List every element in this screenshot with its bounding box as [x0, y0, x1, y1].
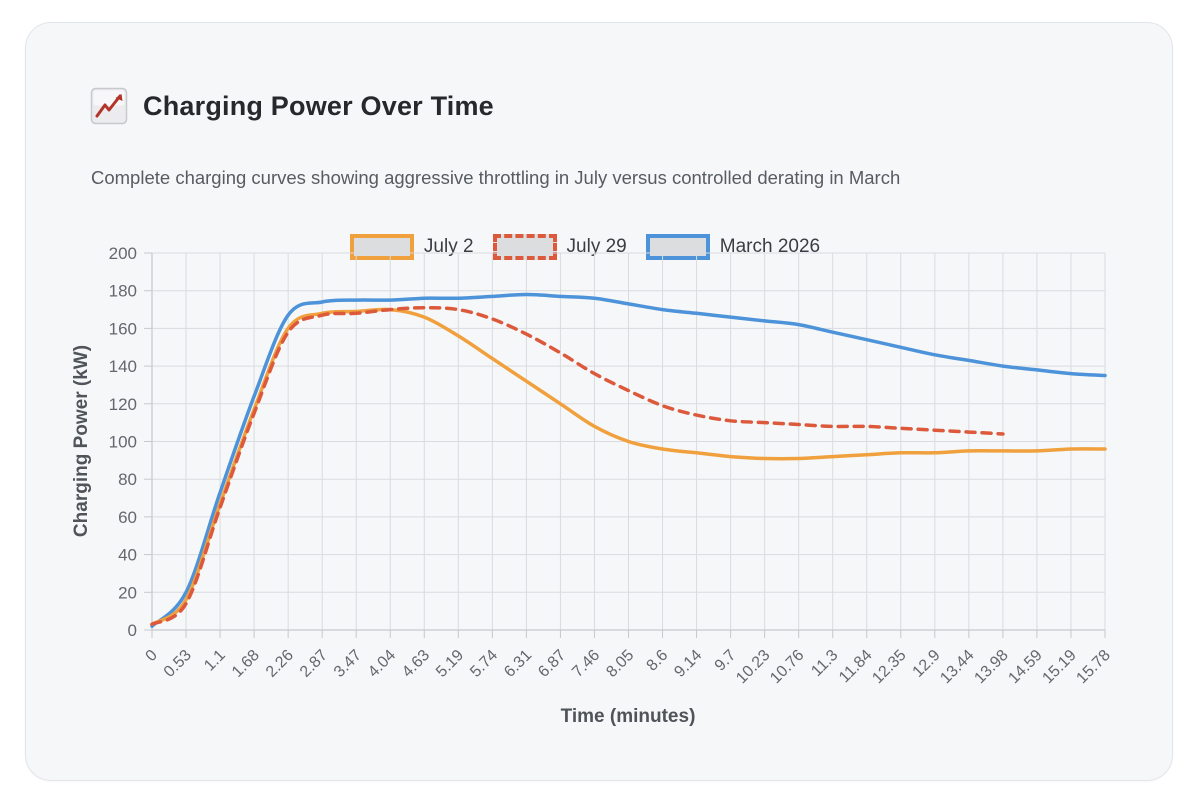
legend-item-july-2[interactable]: July 2 — [349, 234, 474, 260]
x-tick-label: 12.35 — [869, 647, 909, 687]
x-tick-label: 9.7 — [712, 647, 740, 675]
y-tick-label: 180 — [109, 282, 137, 301]
page-title: Charging Power Over Time — [143, 90, 494, 121]
legend-item-march-2026[interactable]: March 2026 — [645, 234, 821, 260]
x-tick-label: 6.87 — [535, 647, 569, 681]
y-tick-label: 20 — [118, 583, 137, 602]
y-tick-label: 200 — [109, 244, 137, 263]
x-tick-label: 4.63 — [399, 647, 433, 681]
x-tick-label: 10.76 — [767, 647, 807, 687]
x-tick-label: 8.6 — [644, 647, 672, 675]
x-tick-label: 5.19 — [433, 647, 467, 681]
legend-label: July 29 — [566, 236, 627, 257]
y-tick-label: 40 — [118, 546, 137, 565]
x-tick-label: 8.05 — [603, 647, 637, 681]
legend-swatch — [492, 234, 557, 260]
series-line-july-2[interactable] — [150, 307, 1107, 627]
series-line-march-2026[interactable] — [150, 292, 1107, 628]
y-axis-title: Charging Power (kW) — [71, 345, 92, 537]
x-tick-label: 1.1 — [201, 647, 229, 675]
x-tick-label: 10.23 — [733, 647, 773, 687]
x-tick-label: 0 — [143, 647, 161, 665]
chart-legend: July 2 July 29 March 2026 — [26, 234, 1144, 260]
card-header: Charging Power Over Time — [90, 87, 494, 125]
legend-swatch — [349, 234, 414, 260]
y-tick-label: 160 — [109, 319, 137, 338]
chart-subtitle: Complete charging curves showing aggress… — [91, 167, 901, 188]
x-tick-label: 9.14 — [671, 647, 705, 681]
x-tick-label: 13.44 — [937, 647, 977, 687]
x-tick-label: 3.47 — [331, 647, 365, 681]
x-tick-label: 0.53 — [161, 647, 195, 681]
series-line-july-29[interactable] — [150, 305, 1005, 627]
x-tick-label: 15.19 — [1039, 647, 1079, 687]
y-tick-label: 120 — [109, 395, 137, 414]
legend-swatch — [645, 234, 710, 260]
y-tick-label: 140 — [109, 357, 137, 376]
legend-item-july-29[interactable]: July 29 — [492, 234, 627, 260]
legend-label: July 2 — [423, 236, 474, 257]
x-tick-label: 11.84 — [836, 647, 876, 687]
y-tick-label: 100 — [109, 433, 137, 452]
x-tick-label: 7.46 — [569, 647, 603, 681]
x-tick-label: 15.78 — [1073, 647, 1113, 687]
x-tick-label: 2.87 — [297, 647, 331, 681]
chart-card: Charging Power Over Time Complete chargi… — [25, 22, 1173, 781]
legend-label: March 2026 — [719, 236, 821, 257]
x-axis-title: Time (minutes) — [561, 706, 696, 727]
x-tick-label: 6.31 — [501, 647, 535, 681]
chart-increasing-icon — [90, 87, 128, 125]
x-tick-label: 13.98 — [971, 647, 1011, 687]
x-tick-label: 4.04 — [365, 647, 399, 681]
y-tick-label: 0 — [128, 621, 137, 640]
x-tick-label: 1.68 — [229, 647, 263, 681]
x-tick-label: 14.59 — [1005, 647, 1045, 687]
y-tick-label: 80 — [118, 470, 137, 489]
y-tick-label: 60 — [118, 508, 137, 527]
x-tick-label: 5.74 — [467, 647, 501, 681]
x-tick-label: 2.26 — [263, 647, 297, 681]
